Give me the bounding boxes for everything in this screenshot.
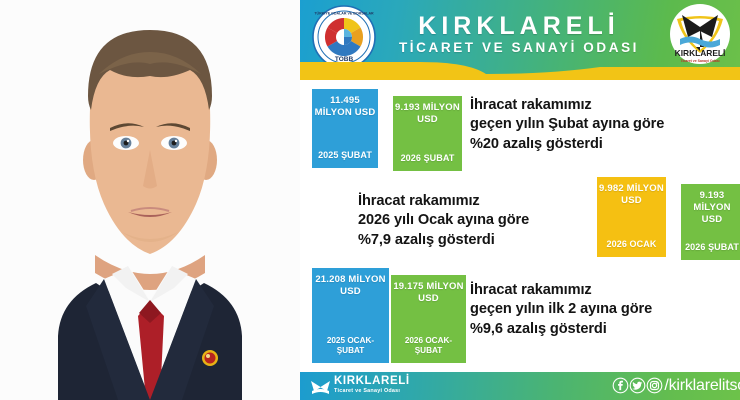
stat-period: 2026 OCAK <box>606 238 657 249</box>
tobb-abbr-text: TOBB <box>335 56 354 63</box>
tobb-logo: TOBB TÜRKİYE ODALAR VE BORSALAR <box>312 5 376 69</box>
tobb-ring-text: TÜRKİYE ODALAR VE BORSALAR <box>314 11 374 16</box>
stat-period: 2026 ŞUBAT <box>400 152 455 163</box>
content-panel: TOBB TÜRKİYE ODALAR VE BORSALAR KIRKLARE… <box>300 0 740 400</box>
kirklareli-tso-logo: KIRKLARELİ Ticaret ve Sanayi Odası <box>670 4 730 64</box>
header-wave-divider <box>300 62 740 80</box>
stat-box-2025-subat: 11.495 MİLYON USD 2025 ŞUBAT <box>312 89 378 168</box>
stat-box-2025-ocak-subat: 21.208 MİLYON USD 2025 OCAK-ŞUBAT <box>312 268 389 363</box>
header-banner: TOBB TÜRKİYE ODALAR VE BORSALAR KIRKLARE… <box>300 0 740 80</box>
twitter-icon[interactable] <box>629 377 646 394</box>
footer-brand: KIRKLARELİ Ticaret ve Sanayi Odası <box>334 375 410 394</box>
tso-logo-sub-text: Ticaret ve Sanayi Odası <box>680 59 719 63</box>
stat-period: 2025 ŞUBAT <box>318 149 372 160</box>
stat-box-2026-ocak-subat: 19.175 MİLYON USD 2026 OCAK-ŞUBAT <box>391 275 466 363</box>
portrait-photo <box>0 0 300 400</box>
stat-amount: 9.193 MİLYON USD <box>693 190 731 226</box>
stat-amount: 9.982 MİLYON USD <box>599 183 664 207</box>
footer-brand-name: KIRKLARELİ <box>334 375 410 387</box>
stat-period: 2025 OCAK-ŞUBAT <box>326 335 375 355</box>
stat-amount: 19.175 MİLYON USD <box>393 281 464 305</box>
stat-period: 2026 ŞUBAT <box>685 241 739 252</box>
header-titles: KIRKLARELİ TİCARET VE SANAYİ ODASI <box>384 12 654 56</box>
instagram-icon[interactable] <box>646 377 663 394</box>
stat-period: 2026 OCAK-ŞUBAT <box>404 335 453 355</box>
message-monthly-january: İhracat rakamımız 2026 yılı Ocak ayına g… <box>358 193 530 248</box>
stat-amount: 11.495 MİLYON USD <box>314 95 376 119</box>
portrait-illustration <box>0 0 300 400</box>
message-first-two-months: İhracat rakamımız geçen yılın ilk 2 ayın… <box>470 282 653 337</box>
stat-box-2026-subat-mid: 9.193 MİLYON USD 2026 ŞUBAT <box>681 184 740 260</box>
social-handle[interactable]: /kirklarelitso <box>664 377 740 394</box>
footer-brand-sub: Ticaret ve Sanayi Odası <box>334 388 401 394</box>
message-yearly-february: İhracat rakamımız geçen yılın Şubat ayın… <box>470 97 665 152</box>
stat-box-2026-ocak: 9.982 MİLYON USD 2026 OCAK <box>597 177 666 257</box>
stat-amount: 21.208 MİLYON USD <box>315 274 386 298</box>
header-subtitle: TİCARET VE SANAYİ ODASI <box>398 40 640 56</box>
tso-logo-brand-text: KIRKLARELİ <box>675 48 726 58</box>
facebook-icon[interactable] <box>612 377 629 394</box>
header-title: KIRKLARELİ <box>418 12 620 40</box>
stat-box-2026-subat-top: 9.193 MİLYON USD 2026 ŞUBAT <box>393 96 462 171</box>
social-links[interactable]: /kirklarelitso <box>612 377 740 394</box>
footer-bar: KIRKLARELİ Ticaret ve Sanayi Odası <box>300 372 740 400</box>
stat-amount: 9.193 MİLYON USD <box>395 102 460 126</box>
footer-logo-icon <box>311 381 330 394</box>
